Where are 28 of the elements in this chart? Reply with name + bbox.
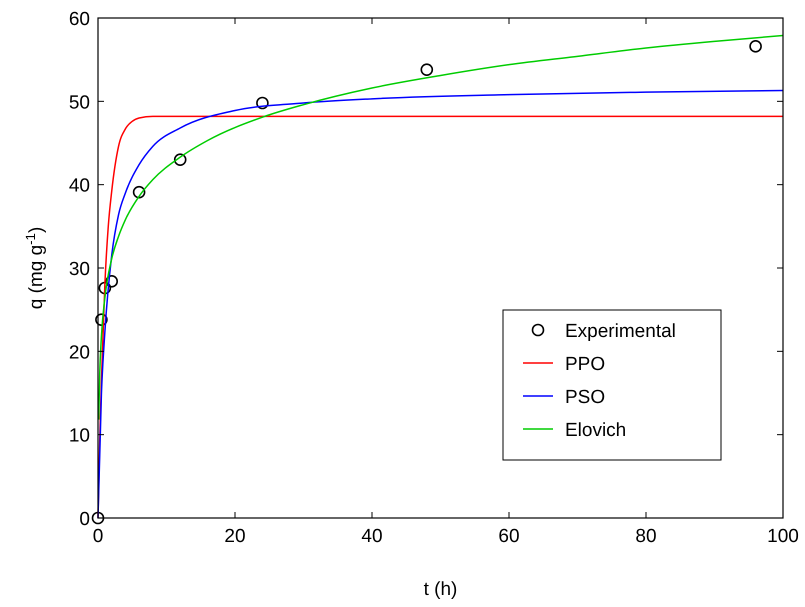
x-tick-label: 20 [224,526,246,547]
point [256,96,269,110]
x-tick-label: 40 [361,526,383,547]
legend-label: Elovich [565,420,626,441]
point [92,512,104,524]
y-tick-label: 40 [68,176,90,197]
point [420,63,434,76]
point [749,40,762,53]
point [95,313,108,326]
y-tick-label: 60 [68,9,90,30]
legend-label: Experimental [565,321,676,342]
point [132,186,146,198]
y-tick-label: 20 [68,342,90,364]
y-tick-label: 50 [68,92,90,114]
legend-label: PSO [565,387,606,408]
line-series [98,34,784,420]
x-tick-label: 60 [498,526,520,547]
point [105,275,118,288]
x-axis-title: t (h) [424,579,458,600]
legend-label: PPO [565,354,606,375]
y-tick-label: 30 [68,259,90,280]
x-tick-label: 0 [92,526,104,547]
point [174,153,186,166]
x-tick-label: 100 [767,526,799,547]
y-tick-label: 10 [68,426,90,447]
x-tick-label: 80 [635,526,657,547]
point [98,282,112,294]
y-tick-label: 0 [79,509,90,530]
